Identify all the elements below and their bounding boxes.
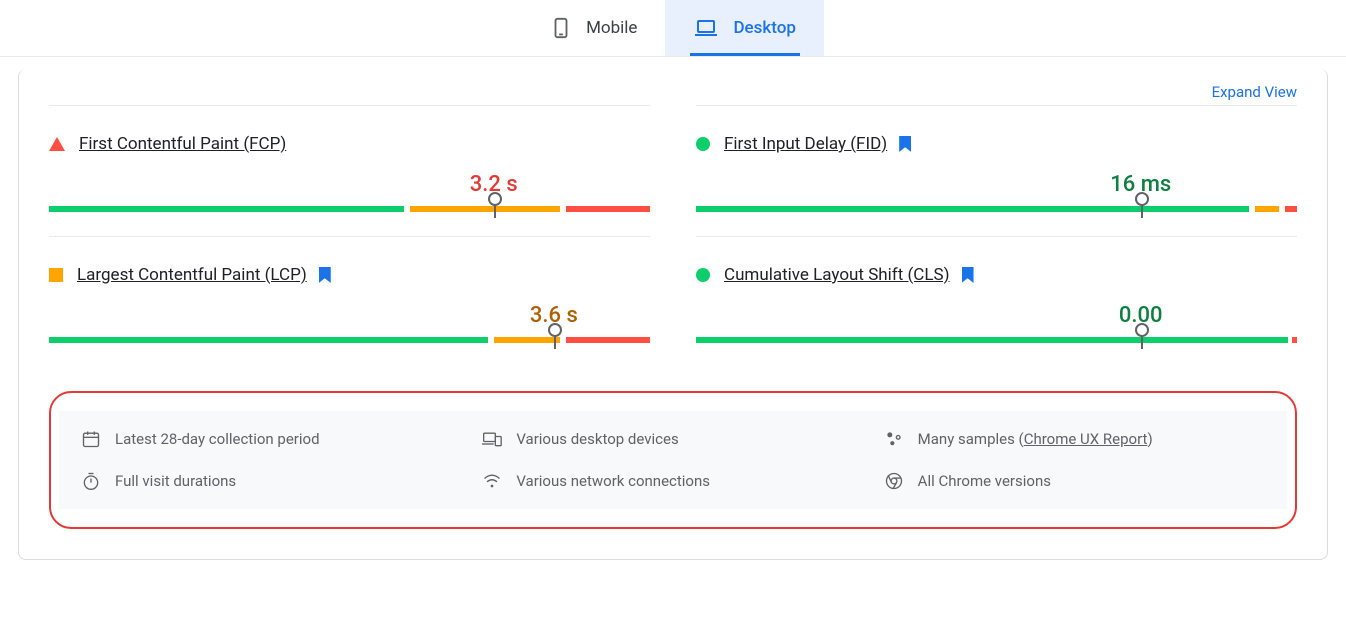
footer-text: All Chrome versions (918, 472, 1051, 490)
expand-view-link[interactable]: Expand View (1212, 83, 1297, 101)
samples-icon (884, 429, 904, 449)
status-circle-icon (696, 137, 710, 151)
bar-segment (566, 337, 650, 343)
tab-mobile-label: Mobile (586, 18, 637, 38)
percentile-marker (554, 331, 556, 349)
distribution-bar (696, 206, 1297, 214)
bar-segment (49, 206, 404, 212)
metrics-grid: First Contentful Paint (FCP)3.2 s First I… (49, 105, 1297, 367)
metric-title[interactable]: Cumulative Layout Shift (CLS) (724, 265, 950, 285)
bookmark-icon (319, 267, 331, 283)
distribution-bar (49, 337, 650, 345)
footer-text: Various desktop devices (516, 430, 678, 448)
laptop-icon (693, 16, 719, 40)
bar-segment (49, 337, 488, 343)
percentile-marker (494, 200, 496, 218)
footer-item: All Chrome versions (884, 471, 1265, 491)
device-tabs: Mobile Desktop (0, 0, 1346, 57)
phone-icon (550, 16, 572, 40)
metric-cls: Cumulative Layout Shift (CLS)0.00 (696, 236, 1297, 367)
bar-segment (410, 206, 560, 212)
footer-callout: Latest 28-day collection period Various d… (49, 391, 1297, 529)
bar-segment (494, 337, 560, 343)
footer-text: Many samples (Chrome UX Report) (918, 430, 1153, 448)
bookmark-icon (962, 267, 974, 283)
footer-text: Full visit durations (115, 472, 236, 490)
status-square-icon (49, 268, 63, 282)
bookmark-icon (899, 136, 911, 152)
bar-segment (566, 206, 650, 212)
percentile-marker (1141, 200, 1143, 218)
chrome-icon (884, 471, 904, 491)
bar-segment (1255, 206, 1279, 212)
tab-mobile[interactable]: Mobile (522, 0, 665, 56)
metric-fid: First Input Delay (FID)16 ms (696, 105, 1297, 236)
metric-fcp: First Contentful Paint (FCP)3.2 s (49, 105, 650, 236)
tab-desktop-label: Desktop (733, 18, 795, 38)
percentile-marker (1141, 331, 1143, 349)
bar-segment (1292, 337, 1297, 343)
distribution-bar (696, 337, 1297, 345)
metric-title[interactable]: First Contentful Paint (FCP) (79, 134, 286, 154)
status-circle-icon (696, 268, 710, 282)
distribution-bar (49, 206, 650, 214)
metric-lcp: Largest Contentful Paint (LCP)3.6 s (49, 236, 650, 367)
bar-segment (696, 206, 1249, 212)
footer-item: Various desktop devices (482, 429, 863, 449)
devices-icon (482, 429, 502, 449)
timer-icon (81, 471, 101, 491)
metric-title[interactable]: Largest Contentful Paint (LCP) (77, 265, 307, 285)
footer-text: Latest 28-day collection period (115, 430, 320, 448)
footer-item: Many samples (Chrome UX Report) (884, 429, 1265, 449)
footer-item: Various network connections (482, 471, 863, 491)
network-icon (482, 471, 502, 491)
chrome-ux-report-link[interactable]: Chrome UX Report (1024, 430, 1148, 448)
tab-desktop[interactable]: Desktop (665, 0, 823, 56)
metric-title[interactable]: First Input Delay (FID) (724, 134, 887, 154)
calendar-icon (81, 429, 101, 449)
footer-text: Various network connections (516, 472, 710, 490)
bar-segment (696, 337, 1288, 343)
footer-item: Full visit durations (81, 471, 462, 491)
footer-item: Latest 28-day collection period (81, 429, 462, 449)
status-triangle-icon (49, 137, 65, 151)
bar-segment (1285, 206, 1297, 212)
field-data-card: Expand View First Contentful Paint (FCP)… (18, 69, 1328, 560)
